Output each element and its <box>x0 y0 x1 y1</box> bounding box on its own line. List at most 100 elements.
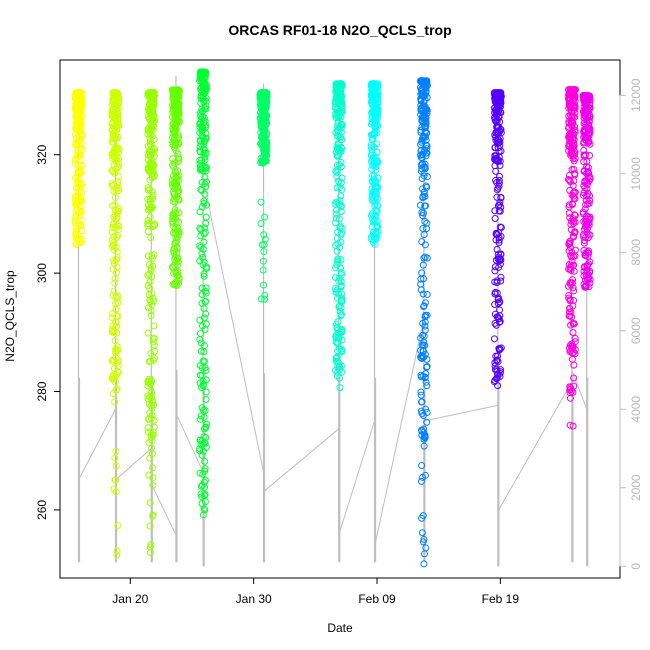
data-point <box>201 483 209 491</box>
data-point <box>370 106 378 114</box>
data-point <box>571 338 579 346</box>
data-point <box>571 154 579 162</box>
data-point <box>332 206 340 214</box>
data-point <box>73 233 81 241</box>
data-point <box>418 398 426 406</box>
data-point <box>369 84 377 92</box>
data-point <box>196 109 204 117</box>
data-point <box>569 232 577 240</box>
data-point <box>568 217 576 225</box>
data-point <box>144 228 152 236</box>
data-point <box>108 374 116 382</box>
data-point <box>202 219 210 227</box>
data-point <box>494 144 502 152</box>
data-point <box>198 371 206 379</box>
data-point <box>110 257 118 265</box>
data-point <box>368 145 376 153</box>
data-point <box>74 183 82 191</box>
data-point <box>202 213 210 221</box>
data-point <box>201 74 209 82</box>
data-point <box>112 214 120 222</box>
data-point <box>569 182 577 190</box>
data-point <box>422 378 430 386</box>
data-point <box>372 95 380 103</box>
data-point <box>200 413 208 421</box>
data-point <box>337 134 345 142</box>
data-point <box>419 209 427 217</box>
data-point <box>261 291 269 299</box>
data-point <box>74 95 82 103</box>
y2-tick-label: 10000 <box>629 157 643 191</box>
data-point <box>417 146 425 154</box>
data-point <box>579 210 587 218</box>
data-point <box>111 279 119 287</box>
data-point <box>258 93 266 101</box>
data-point <box>259 257 267 265</box>
data-point <box>145 376 153 384</box>
data-point <box>565 142 573 150</box>
data-point <box>586 196 594 204</box>
data-point <box>200 114 208 122</box>
data-point <box>420 119 428 127</box>
data-point <box>150 356 158 364</box>
data-point <box>333 235 341 243</box>
data-point <box>196 147 204 155</box>
data-point <box>586 151 594 159</box>
data-point <box>568 253 576 261</box>
data-point <box>335 303 343 311</box>
data-point <box>565 147 573 155</box>
data-point <box>76 234 84 242</box>
data-point <box>150 423 158 431</box>
data-point <box>144 130 152 138</box>
data-point <box>374 174 382 182</box>
data-point <box>197 436 205 444</box>
data-point <box>169 176 177 184</box>
data-point <box>147 431 155 439</box>
data-point <box>495 234 503 242</box>
data-point <box>171 256 179 264</box>
data-point <box>494 89 502 97</box>
data-point <box>146 92 154 100</box>
data-point <box>77 156 85 164</box>
data-point <box>420 560 428 568</box>
data-point <box>260 148 268 156</box>
data-point <box>566 296 574 304</box>
data-point <box>420 254 428 262</box>
flight-series <box>490 89 505 390</box>
data-point <box>175 171 183 179</box>
data-point <box>418 78 426 86</box>
data-point <box>584 114 592 122</box>
data-point <box>197 140 205 148</box>
data-point <box>422 405 430 413</box>
data-point <box>335 146 343 154</box>
data-point <box>145 89 153 97</box>
data-point <box>114 312 122 320</box>
data-point <box>582 201 590 209</box>
data-point <box>374 228 382 236</box>
data-point <box>172 138 180 146</box>
data-point <box>568 249 576 257</box>
data-point <box>147 205 155 213</box>
data-point <box>150 334 158 342</box>
data-point <box>113 343 121 351</box>
data-point <box>337 278 345 286</box>
data-point <box>570 229 578 237</box>
data-point <box>571 170 579 178</box>
data-point <box>198 291 206 299</box>
data-point <box>109 119 117 127</box>
data-point <box>370 88 378 96</box>
data-point <box>371 100 379 108</box>
data-point <box>338 348 346 356</box>
data-point <box>423 418 431 426</box>
data-point <box>262 103 270 111</box>
data-point <box>112 306 120 314</box>
data-point <box>416 201 424 209</box>
data-point <box>333 247 341 255</box>
data-point <box>196 445 204 453</box>
data-point <box>114 521 122 529</box>
data-point <box>112 299 120 307</box>
data-point <box>196 73 204 81</box>
data-point <box>201 228 209 236</box>
data-point <box>202 105 210 113</box>
data-point <box>151 117 159 125</box>
